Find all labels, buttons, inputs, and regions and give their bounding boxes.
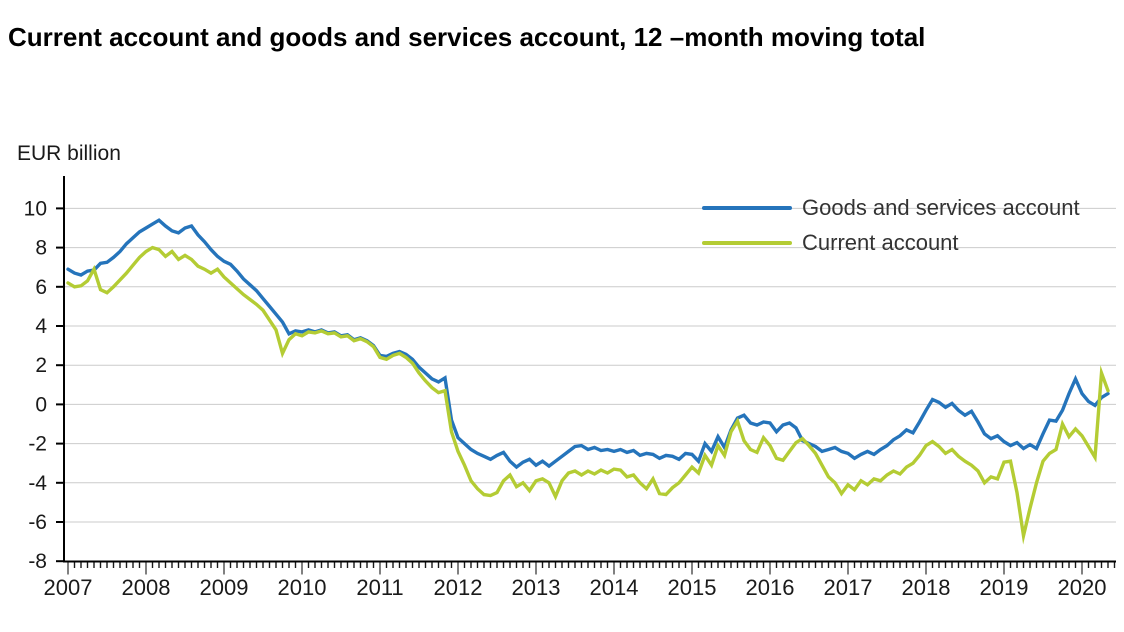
y-axis-tick-label: 8 — [35, 237, 47, 260]
x-axis-year-label: 2017 — [824, 575, 873, 600]
x-axis-year-label: 2010 — [278, 575, 327, 600]
y-axis-tick-label: -2 — [28, 433, 47, 456]
x-axis-year-label: 2008 — [122, 575, 171, 600]
x-axis-year-label: 2011 — [356, 575, 403, 600]
series-line-current-account — [66, 245, 1110, 545]
y-axis-tick-label: 0 — [35, 393, 47, 416]
chart-legend: Goods and services account Current accou… — [702, 190, 1080, 260]
x-axis-year-label: 2020 — [1058, 575, 1107, 600]
legend-item-goods-and-services: Goods and services account — [702, 190, 1080, 225]
x-axis-year-label: 2018 — [902, 575, 951, 600]
y-axis-tick-label: 10 — [24, 197, 47, 220]
legend-label-goods-and-services: Goods and services account — [802, 194, 1080, 220]
legend-label-current-account: Current account — [802, 229, 959, 255]
x-axis-year-label: 2007 — [44, 575, 93, 600]
x-axis-year-label: 2015 — [668, 575, 717, 600]
x-axis-year-label: 2009 — [200, 575, 249, 600]
legend-item-current-account: Current account — [702, 225, 1080, 260]
y-axis-tick-label: -4 — [28, 472, 47, 495]
y-axis-tick-label: 6 — [35, 276, 47, 299]
y-axis-tick-label: 4 — [35, 315, 47, 338]
y-axis-tick-label: 2 — [35, 354, 47, 377]
page-title: Current account and goods and services a… — [8, 22, 926, 52]
x-axis-year-label: 2012 — [434, 575, 483, 600]
y-axis-tick-label: -6 — [28, 511, 47, 534]
y-axis-tick-label: -8 — [28, 550, 47, 573]
series-line-goods-and-services — [66, 218, 1110, 470]
y-axis-title: EUR billion — [17, 142, 121, 165]
x-axis-year-label: 2013 — [512, 575, 561, 600]
x-axis-year-label: 2016 — [746, 575, 795, 600]
x-axis-year-label: 2019 — [980, 575, 1029, 600]
legend-swatch-goods-and-services-icon — [702, 205, 792, 210]
x-axis-year-label: 2014 — [590, 575, 639, 600]
legend-swatch-current-account-icon — [702, 240, 792, 245]
